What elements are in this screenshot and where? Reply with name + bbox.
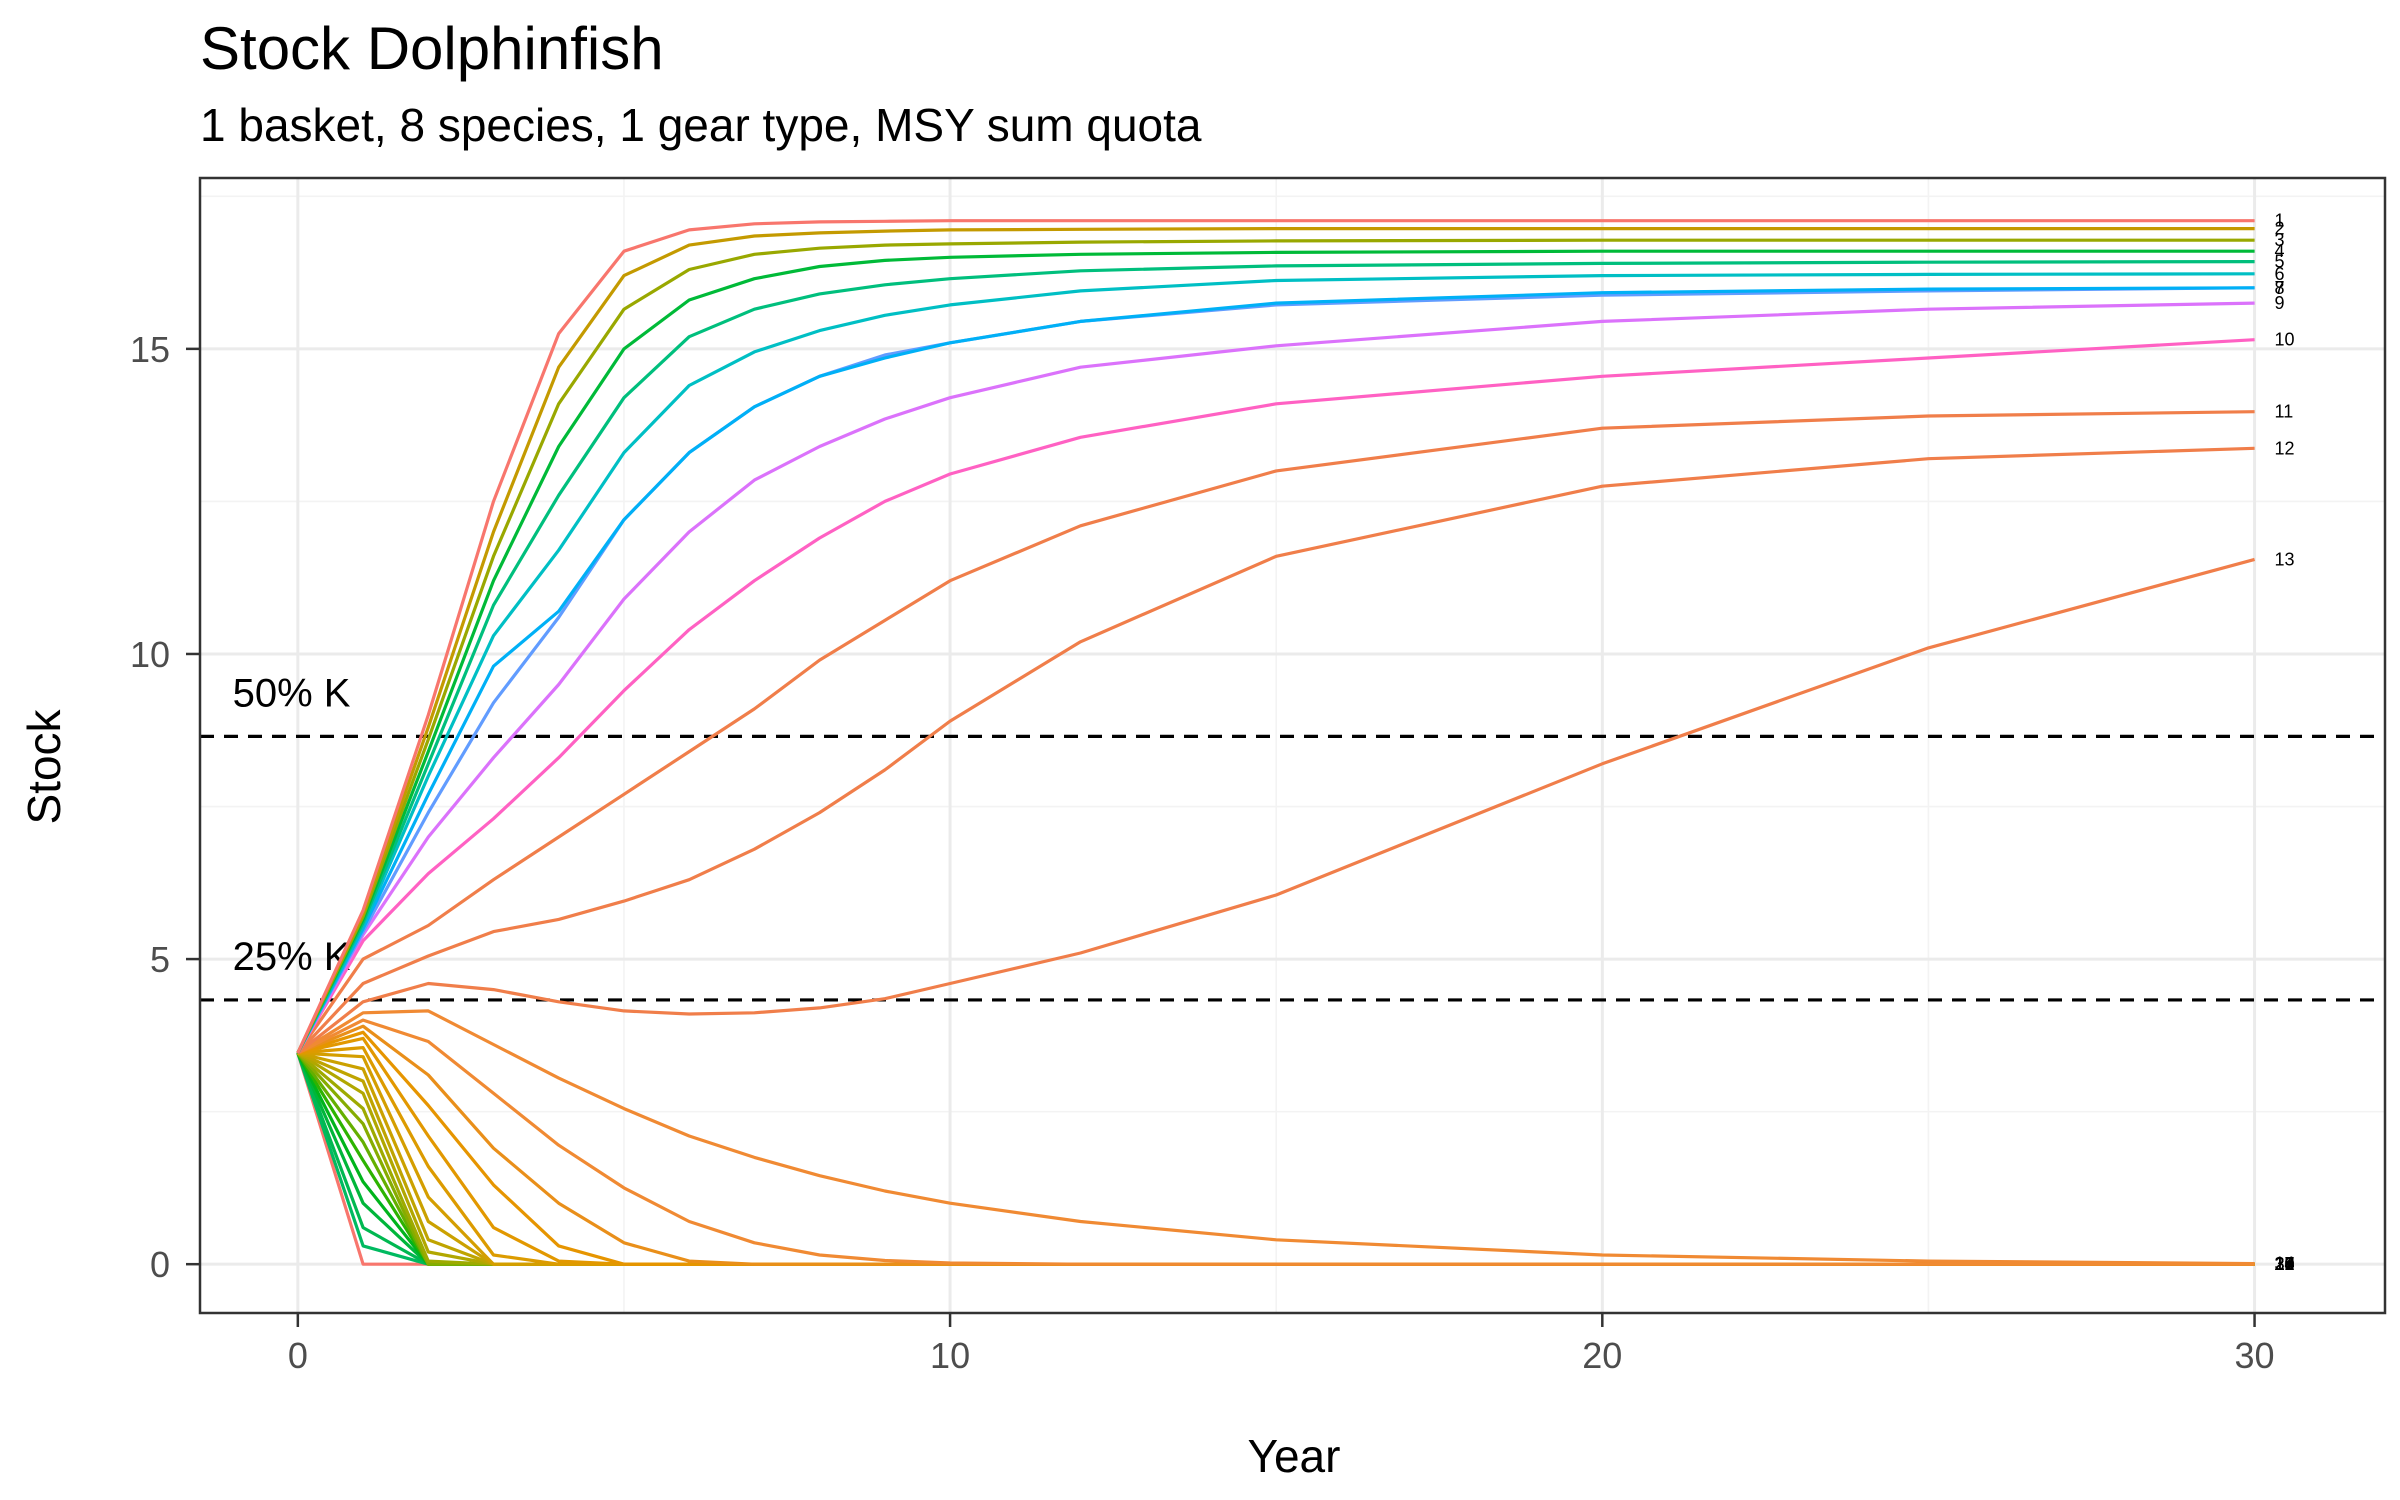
series-end-label: 26 [2275,1254,2295,1274]
series-end-label: 31 [2275,1254,2295,1274]
series-end-label: 29 [2275,1254,2295,1274]
series-line-3 [296,238,2255,1054]
series-end-label: 23 [2275,1254,2295,1274]
axis-layer: 0 10 20 30 0 5 10 15 [130,329,2275,1376]
y-tick-label: 5 [150,939,170,980]
series-line-2 [296,227,2255,1054]
x-tick-label: 20 [1582,1335,1622,1376]
series-end-label: 10 [2275,330,2295,350]
series-line-4 [296,249,2255,1054]
x-tick-label: 10 [930,1335,970,1376]
series-end-label: 16 [2275,1254,2295,1274]
chart-subtitle: 1 basket, 8 species, 1 gear type, MSY su… [200,99,1202,151]
series-end-label: 30 [2275,1254,2295,1274]
series-line-12 [296,446,2255,1055]
series-end-label: 18 [2275,1254,2295,1274]
y-axis-title: Stock [18,708,70,824]
chart-title: Stock Dolphinfish [200,15,664,82]
x-tick-label: 0 [288,1335,308,1376]
reference-lines-layer: 50% K 25% K [200,671,2385,1002]
series-end-label: 17 [2275,1254,2295,1274]
series-end-label: 25 [2275,1254,2295,1274]
y-tick-label: 10 [130,634,170,675]
series-line-1 [296,219,2255,1054]
series-line-5 [296,260,2255,1054]
reference-line-label: 25% K [233,935,351,979]
y-tick-label: 0 [150,1244,170,1285]
series-end-label: 7 [2275,278,2285,298]
series-line-14 [296,1009,2255,1266]
series-end-label: 3 [2275,230,2285,250]
series-line-6 [296,272,2255,1054]
series-end-label: 4 [2275,241,2285,261]
series-end-label: 19 [2275,1254,2295,1274]
series-end-label: 24 [2275,1254,2295,1274]
series-layer [296,219,2256,1266]
series-end-label: 1 [2275,211,2285,231]
series-end-label: 28 [2275,1254,2295,1274]
series-end-label: 14 [2275,1254,2295,1274]
series-line-10 [296,338,2255,1054]
reference-line-label: 50% K [233,671,351,715]
x-axis-title: Year [1248,1430,1341,1482]
series-end-label: 5 [2275,252,2285,272]
y-tick-label: 15 [130,329,170,370]
series-line-13 [296,557,2256,1055]
x-tick-label: 30 [2235,1335,2275,1376]
series-end-label: 9 [2275,293,2285,313]
series-end-label: 11 [2275,402,2294,422]
series-end-label: 22 [2275,1254,2295,1274]
series-end-label: 27 [2275,1254,2295,1274]
series-end-label: 2 [2275,219,2285,239]
series-line-11 [296,410,2255,1054]
series-end-label: 21 [2275,1254,2295,1274]
series-line-7 [296,286,2255,1054]
series-end-label: 13 [2275,549,2295,569]
grid-layer [200,178,2385,1313]
end-labels-layer: 1234567891011121314151617181920212223242… [2275,211,2295,1274]
series-line-15 [297,1018,2255,1266]
series-end-label: 8 [2275,278,2285,298]
series-end-label: 12 [2275,438,2295,458]
series-line-9 [296,301,2255,1054]
series-end-label: 32 [2275,1254,2295,1274]
series-end-label: 6 [2275,264,2285,284]
series-end-label: 20 [2275,1254,2295,1274]
panel-border [198,176,2387,1315]
series-end-label: 15 [2275,1254,2295,1274]
